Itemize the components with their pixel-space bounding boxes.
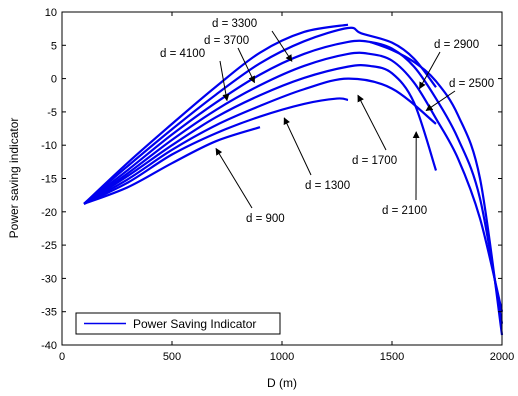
annotation-arrow	[425, 90, 456, 111]
annotation-arrow	[283, 117, 312, 176]
legend: Power Saving Indicator	[75, 312, 281, 335]
x-tick-label: 1500	[380, 351, 404, 363]
annotation-label: d = 900	[246, 213, 285, 225]
series-line-2	[83, 97, 349, 205]
annotation-label: d = 3300	[212, 18, 257, 30]
legend-entry: Power Saving Indicator	[133, 317, 256, 331]
legend-box	[75, 312, 281, 335]
y-tick-label: -30	[41, 273, 57, 285]
y-tick-label: -10	[41, 140, 57, 152]
annotation-arrow	[419, 51, 441, 90]
series-line-5	[83, 51, 504, 312]
series-line-7	[83, 26, 437, 205]
series-line-8	[83, 23, 349, 205]
series-line-3	[83, 77, 437, 205]
x-axis-label: D (m)	[267, 376, 297, 390]
y-tick-label: -25	[41, 240, 57, 252]
x-tick-label: 1000	[270, 351, 294, 363]
axes-layer: 0 500 1000 1500 2000 -40 -35 -30 -25 -20 -15 -10 -5 0…	[41, 7, 514, 363]
y-tick-label: -5	[47, 107, 57, 119]
annotation-label: d = 1700	[352, 155, 397, 167]
y-tick-label: -40	[41, 340, 57, 352]
annotation-arrow	[215, 147, 253, 209]
annotation-label: d = 4100	[160, 48, 205, 60]
y-tick-label: -20	[41, 207, 57, 219]
annotation-label: d = 2500	[449, 78, 494, 90]
series-line-6	[83, 39, 504, 324]
series-layer	[83, 23, 504, 336]
series-line-9	[369, 40, 504, 336]
x-tick-label: 2000	[490, 351, 514, 363]
x-tick-label: 500	[163, 351, 181, 363]
annotation-label: d = 3700	[204, 35, 249, 47]
annotation-label: d = 2100	[382, 205, 427, 217]
annotation-arrow	[357, 94, 387, 151]
x-tick-label: 0	[59, 351, 65, 363]
y-axis-label: Power saving indicator	[7, 118, 21, 239]
annotation-label: d = 1300	[305, 180, 350, 192]
y-tick-label: 10	[45, 7, 57, 19]
series-line-1	[83, 126, 261, 205]
y-tick-label: 0	[51, 74, 57, 86]
annotation-arrow	[271, 30, 293, 62]
annotation-label: d = 2900	[434, 39, 479, 51]
series-line-4	[83, 64, 438, 205]
annotation-arrow	[237, 47, 255, 84]
annotation-arrow	[219, 60, 230, 102]
y-tick-label: -15	[41, 174, 57, 186]
y-tick-label: -35	[41, 307, 57, 319]
y-tick-label: 5	[51, 40, 57, 52]
